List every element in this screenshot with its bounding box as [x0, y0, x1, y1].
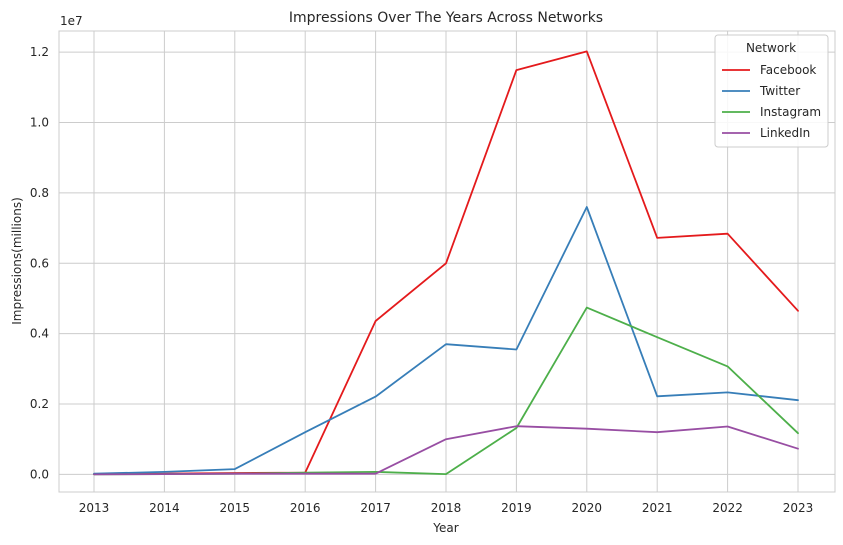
x-tick-label: 2016: [290, 501, 321, 515]
legend-label: Facebook: [760, 63, 816, 77]
x-tick-label: 2023: [783, 501, 814, 515]
legend-box: [714, 34, 829, 148]
x-tick-label: 2018: [431, 501, 462, 515]
x-tick-label: 2021: [642, 501, 673, 515]
x-tick-label: 2015: [220, 501, 251, 515]
series-line-twitter: [93, 206, 799, 475]
legend-label: Instagram: [760, 105, 821, 119]
x-tick-labels: 2013 2014 2015 2016 2017 2018 2019 2020 2021 2022…: [79, 501, 814, 515]
y-tick-label: 0.4: [30, 327, 49, 341]
x-tick-label: 2022: [712, 501, 743, 515]
y-tick-label: 0.6: [30, 256, 49, 270]
y-tick-labels: 0.0 0.2 0.4 0.6 0.8 1.0 1.2: [30, 45, 49, 481]
x-tick-label: 2019: [501, 501, 532, 515]
x-axis-label: Year: [432, 521, 458, 535]
x-tick-label: 2017: [360, 501, 391, 515]
y-axis-label: Impressions(millions): [10, 197, 24, 325]
y-tick-label: 0.0: [30, 467, 49, 481]
y-tick-label: 1.2: [30, 45, 49, 59]
y-scale-multiplier: 1e7: [60, 14, 83, 28]
x-tick-label: 2014: [149, 501, 180, 515]
y-tick-label: 0.8: [30, 186, 49, 200]
legend-title: Network: [746, 41, 796, 55]
legend-item-facebook: Facebook: [722, 63, 816, 77]
legend-label: LinkedIn: [760, 126, 810, 140]
legend-items: Facebook Twitter Instagram LinkedIn: [722, 63, 821, 140]
legend-label: Twitter: [759, 84, 800, 98]
chart-title: Impressions Over The Years Across Networ…: [289, 10, 603, 26]
legend: Network Facebook Twitter Instagram LinkedIn: [714, 34, 829, 148]
legend-item-instagram: Instagram: [722, 105, 821, 119]
plot-frame: [58, 30, 836, 493]
y-tick-label: 0.2: [30, 397, 49, 411]
y-tick-label: 1.0: [30, 115, 49, 129]
x-tick-label: 2020: [572, 501, 603, 515]
series-line-linkedin: [93, 425, 799, 476]
legend-item-linkedin: LinkedIn: [722, 126, 810, 140]
series-layer: [93, 50, 799, 476]
x-tick-label: 2013: [79, 501, 110, 515]
legend-item-twitter: Twitter: [722, 84, 800, 98]
